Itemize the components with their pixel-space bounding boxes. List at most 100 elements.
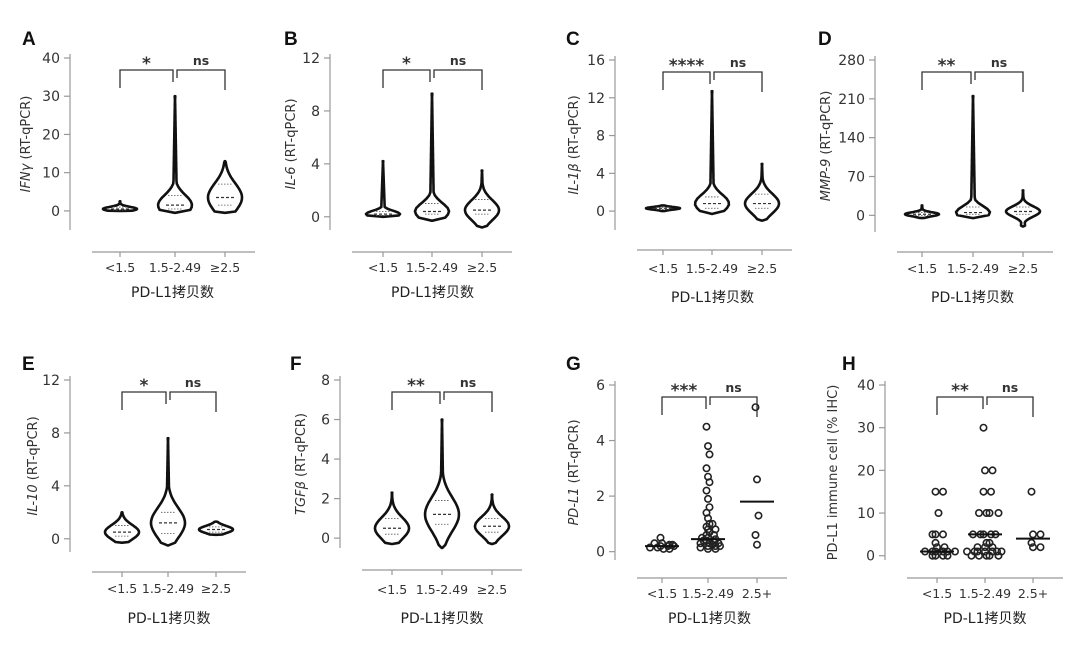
panel-b-x-label: PD-L1拷贝数 — [391, 285, 474, 301]
panel-c-x-tick-label: 1.5-2.49 — [686, 261, 738, 276]
panel-e-x-label: PD-L1拷贝数 — [128, 611, 211, 627]
panel-b-bracket — [433, 69, 483, 90]
panel-f-y-tick-label: 0 — [321, 531, 330, 547]
panel-f-significance: ** — [407, 376, 425, 396]
panel-g-point — [752, 475, 761, 484]
panel-d-x-tick-label: <1.5 — [907, 261, 937, 276]
panel-h-y-tick-label: 0 — [866, 549, 875, 565]
panel-f-violin — [473, 493, 511, 546]
panel-b-x-tick-label: <1.5 — [368, 260, 398, 275]
panel-c-y-tick-label: 12 — [587, 91, 605, 107]
panel-a-y-tick-label: 30 — [42, 89, 60, 105]
panel-h-label: H — [842, 354, 856, 375]
panel-e-y-label: IL-10 (RT-qPCR) — [26, 416, 41, 515]
panel-c-y-tick-label: 0 — [596, 204, 605, 220]
panel-h-point — [943, 551, 952, 560]
panel-d-bracket — [921, 71, 972, 90]
panel-b-significance: ns — [450, 53, 466, 68]
panel-g-point — [702, 464, 711, 473]
panel-b-bracket — [382, 69, 431, 88]
panel-f: F 0 2 4 6 8 <1.5 1.5-2.49 ≥2.5 PD-L1拷贝数 TGFβ (RT-q… — [290, 354, 522, 627]
panel-c-violin — [743, 162, 781, 222]
panel-g-point — [696, 543, 705, 552]
panel-h-point — [973, 547, 982, 556]
panel-f-bracket — [391, 391, 441, 410]
panel-b-label: B — [284, 29, 298, 50]
panel-g-point — [703, 442, 712, 451]
panel-f-x-tick-label: ≥2.5 — [477, 582, 507, 597]
panel-d-y-label-unit: (RT-qPCR) — [819, 91, 834, 159]
panel-d-label: D — [818, 29, 832, 50]
panel-c-violin — [644, 204, 682, 213]
panel-g-point — [752, 540, 761, 549]
panel-b: B 0 4 8 12 <1.5 1.5-2.49 ≥2.5 PD-L1拷贝数 IL-6 (RT-q… — [284, 29, 512, 301]
panel-g-x-tick-label: 2.5+ — [742, 586, 772, 601]
panel-e-bracket — [121, 391, 167, 410]
panel-d-y-label-gene: MMP-9 — [819, 159, 834, 202]
panel-g: G 0 2 4 6 <1.5 1.5-2.49 2.5+ PD-L1拷贝数 PD-L1 (RT-q… — [566, 354, 787, 627]
panel-h-point — [985, 551, 994, 560]
panel-c-x-label: PD-L1拷贝数 — [671, 290, 754, 306]
panel-h-point — [982, 538, 991, 547]
panel-e-violin — [103, 510, 141, 544]
panel-d-x-label: PD-L1拷贝数 — [931, 290, 1014, 306]
panel-a-y-tick-label: 40 — [42, 51, 60, 67]
panel-g-point — [703, 494, 712, 503]
panel-g-point — [702, 486, 711, 495]
panel-h-point — [1027, 487, 1036, 496]
panel-g-y-tick-label: 2 — [596, 489, 605, 505]
panel-e-violin — [197, 520, 235, 537]
panel-h-point — [988, 466, 997, 475]
panel-h-point — [931, 487, 940, 496]
panel-h-point — [1027, 538, 1036, 547]
panel-d-y-tick-label: 70 — [847, 170, 865, 186]
panel-h-y-tick-label: 40 — [857, 378, 875, 394]
panel-f-x-tick-label: 1.5-2.49 — [416, 582, 468, 597]
panel-a-y-label-gene: IFNγ — [19, 162, 34, 192]
panel-h-point — [974, 551, 983, 560]
panel-h-point — [994, 508, 1003, 517]
panel-a-y-tick-label: 0 — [51, 204, 60, 220]
panel-e-x-tick-label: <1.5 — [107, 581, 137, 596]
panel-h-bracket — [936, 396, 984, 415]
panel-h-significance: ** — [951, 381, 969, 401]
panel-h-point — [934, 508, 943, 517]
panel-d-y-tick-label: 280 — [838, 53, 865, 69]
panel-b-y-tick-label: 12 — [302, 51, 320, 67]
panel-g-point — [665, 540, 674, 549]
panel-h-point — [980, 547, 989, 556]
panel-b-violin — [413, 92, 451, 222]
panel-h-x-tick-label: 2.5+ — [1018, 586, 1048, 601]
panel-f-label: F — [290, 354, 302, 375]
panel-c-y-tick-label: 16 — [587, 53, 605, 69]
panel-g-y-tick-label: 4 — [596, 434, 605, 450]
panel-b-y-tick-label: 4 — [311, 157, 320, 173]
panel-f-y-label-unit: (RT-qPCR) — [294, 413, 309, 481]
panel-a-y-label: IFNγ (RT-qPCR) — [19, 96, 34, 193]
panel-h-x-tick-label: <1.5 — [922, 586, 952, 601]
panel-e: E 0 4 8 12 <1.5 1.5-2.49 ≥2.5 PD-L1拷贝数 IL-10 (RT-… — [22, 354, 246, 627]
panel-g-label: G — [566, 354, 581, 375]
panel-a-x-tick-label: ≥2.5 — [210, 260, 240, 275]
panel-a-x-tick-label: 1.5-2.49 — [149, 260, 201, 275]
panel-h-y-tick-label: 30 — [857, 421, 875, 437]
panel-g-point — [708, 519, 717, 528]
panel-f-violin — [423, 418, 461, 550]
panel-b-y-label: IL-6 (RT-qPCR) — [284, 98, 299, 189]
panel-c-significance: ns — [730, 55, 746, 70]
panel-h-point — [994, 551, 1003, 560]
panel-d-significance: ** — [938, 56, 956, 76]
panel-d-x-tick-label: 1.5-2.49 — [947, 261, 999, 276]
panel-h-point — [1029, 543, 1038, 552]
panel-g-y-tick-label: 6 — [596, 378, 605, 394]
panel-f-x-label: PD-L1拷贝数 — [401, 611, 484, 627]
panel-a-significance: * — [142, 54, 151, 74]
panel-c: C 0 4 8 12 16 <1.5 1.5-2.49 ≥2.5 PD-L1拷贝数 IL-1β (R… — [566, 29, 792, 306]
panel-e-significance: * — [140, 376, 149, 396]
panel-b-y-tick-label: 8 — [311, 104, 320, 120]
panel-h-point — [931, 551, 940, 560]
panel-d-violin — [954, 94, 992, 220]
panel-g-point — [705, 450, 714, 459]
panel-g-x-tick-label: <1.5 — [647, 586, 677, 601]
